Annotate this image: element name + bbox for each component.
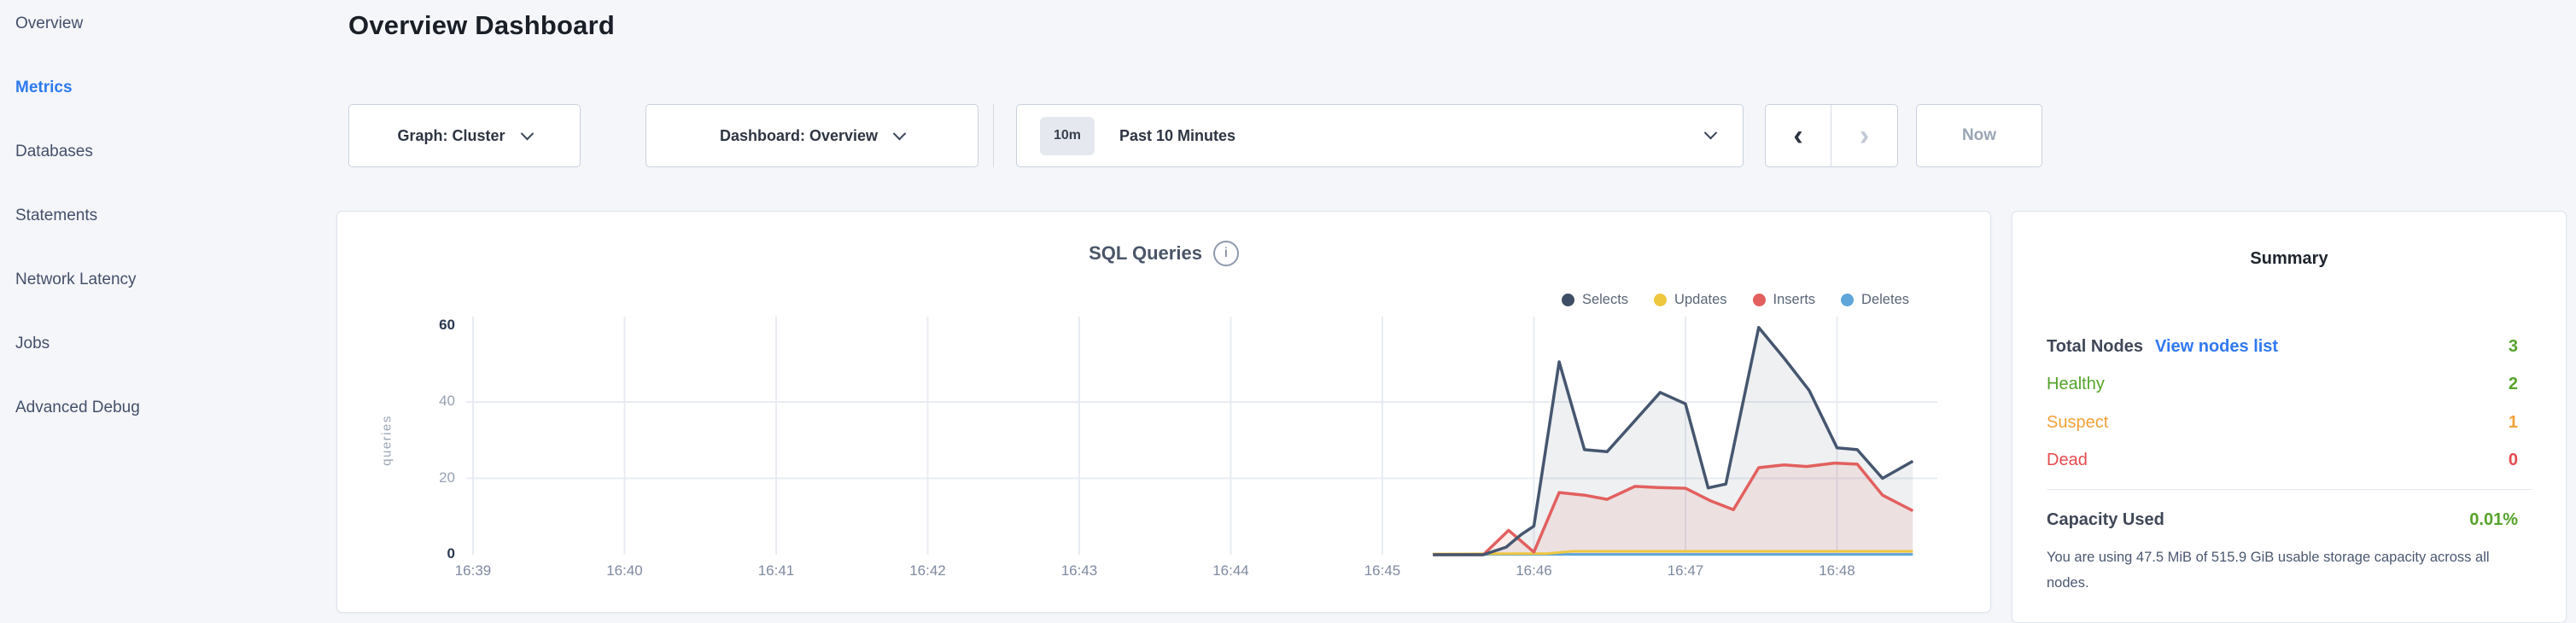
x-tick-16-48: 16:48: [1819, 562, 1855, 579]
sidebar-nav-list: Overview Metrics Databases Statements Networ…: [0, 0, 336, 440]
x-tick-16-46: 16:46: [1516, 562, 1552, 579]
legend-dot-icon: [1841, 294, 1855, 306]
sql-queries-chart-card: SQL Queries i Selects Updates Inserts Delet…: [336, 211, 1991, 613]
chevron-down-icon: [520, 126, 534, 140]
legend-item-selects[interactable]: Selects: [1561, 292, 1629, 308]
legend-item-deletes[interactable]: Deletes: [1841, 292, 1909, 308]
time-range-dropdown[interactable]: 10m Past 10 Minutes: [1016, 104, 1744, 167]
time-prev-button[interactable]: ‹: [1766, 105, 1831, 166]
page-title: Overview Dashboard: [348, 10, 615, 40]
x-tick-16-44: 16:44: [1212, 562, 1249, 579]
summary-title: Summary: [2250, 249, 2328, 268]
legend-item-updates[interactable]: Updates: [1654, 292, 1727, 308]
summary-row-label: Suspect: [2047, 412, 2109, 432]
dashboard-dropdown[interactable]: Dashboard: Overview: [645, 104, 978, 167]
legend-label: Updates: [1674, 292, 1727, 307]
graph-scope-dropdown[interactable]: Graph: Cluster: [348, 104, 581, 167]
now-button[interactable]: Now: [1916, 104, 2042, 167]
sidebar-item-label: Databases: [15, 142, 93, 160]
capacity-used-label: Capacity Used: [2047, 510, 2164, 529]
chevron-down-icon: [1703, 125, 1718, 140]
series-line-inserts: [1433, 461, 1914, 556]
view-nodes-list-link[interactable]: View nodes list: [2154, 336, 2279, 356]
series-area-inserts: [1433, 463, 1913, 555]
sidebar-item-jobs[interactable]: Jobs: [0, 312, 336, 376]
sidebar-item-databases[interactable]: Databases: [0, 119, 336, 183]
capacity-used-value: 0.01%: [2469, 510, 2518, 529]
summary-row-value: 0: [2508, 451, 2518, 470]
legend-dot-icon: [1561, 294, 1574, 306]
sidebar-item-metrics[interactable]: Metrics: [0, 55, 336, 119]
y-tick-20: 20: [439, 469, 455, 486]
y-tick-40: 40: [439, 393, 455, 409]
summary-divider: [2047, 489, 2532, 490]
chevron-down-icon: [892, 126, 907, 140]
summary-row-value: 2: [2508, 375, 2518, 394]
capacity-used-row: Capacity Used 0.01%: [2047, 510, 2518, 530]
time-range-label: Past 10 Minutes: [1119, 126, 1236, 144]
summary-node-rows: Total Nodes View nodes list 3 Healthy 2 Suspe…: [2047, 328, 2518, 480]
series-line-selects: [1433, 325, 1914, 556]
sidebar-item-label: Jobs: [15, 334, 50, 352]
chart-legend: Selects Updates Inserts Deletes: [1561, 292, 1909, 308]
time-range-badge: 10m: [1040, 116, 1095, 155]
summary-row-dead: Dead 0: [2047, 442, 2518, 480]
x-tick-16-42: 16:42: [909, 562, 946, 579]
legend-dot-icon: [1654, 294, 1668, 306]
summary-row-suspect: Suspect 1: [2047, 404, 2518, 442]
legend-label: Deletes: [1861, 292, 1909, 307]
sidebar-item-label: Network Latency: [15, 270, 137, 288]
legend-label: Selects: [1581, 292, 1629, 307]
sidebar-item-overview[interactable]: Overview: [0, 0, 336, 55]
time-next-button[interactable]: ›: [1831, 105, 1897, 166]
y-tick-0: 0: [447, 545, 455, 562]
sidebar-item-advanced-debug[interactable]: Advanced Debug: [0, 376, 336, 440]
chevron-right-icon: ›: [1859, 119, 1870, 152]
summary-row-label: Healthy: [2047, 375, 2105, 394]
controls-divider: [993, 104, 994, 167]
sidebar-item-label: Statements: [15, 206, 98, 224]
sql-queries-plot[interactable]: [466, 313, 1937, 581]
legend-dot-icon: [1752, 294, 1766, 306]
summary-row-label: Total Nodes: [2047, 336, 2143, 356]
summary-row-label: Dead: [2047, 451, 2088, 470]
info-icon[interactable]: i: [1212, 241, 1239, 266]
sidebar-item-label: Advanced Debug: [15, 398, 140, 416]
dashboard-dropdown-label: Dashboard: Overview: [719, 126, 879, 144]
x-tick-16-40: 16:40: [606, 562, 643, 579]
x-tick-16-39: 16:39: [454, 562, 492, 579]
summary-row-value: 3: [2508, 336, 2518, 356]
x-tick-16-43: 16:43: [1060, 562, 1098, 579]
sidebar-item-network-latency[interactable]: Network Latency: [0, 247, 336, 312]
summary-card: Summary Total Nodes View nodes list 3 Healt…: [2012, 211, 2567, 623]
series-area-selects: [1433, 327, 1913, 555]
sidebar-item-label: Metrics: [15, 78, 73, 96]
chart-title: SQL Queries: [1089, 242, 1202, 264]
summary-row-value: 1: [2508, 412, 2518, 432]
sidebar: Overview Metrics Databases Statements Networ…: [0, 0, 336, 623]
x-tick-16-47: 16:47: [1667, 562, 1704, 579]
x-tick-16-41: 16:41: [757, 562, 795, 579]
legend-label: Inserts: [1773, 292, 1816, 307]
y-axis-label: queries: [379, 415, 394, 466]
chevron-left-icon: ‹: [1793, 119, 1803, 152]
y-tick-60: 60: [439, 316, 455, 333]
sidebar-item-statements[interactable]: Statements: [0, 183, 336, 247]
graph-scope-dropdown-label: Graph: Cluster: [397, 126, 505, 144]
sidebar-item-label: Overview: [15, 14, 84, 32]
summary-row-total-nodes: Total Nodes View nodes list 3: [2047, 328, 2518, 366]
time-pager: ‹ ›: [1765, 104, 1898, 167]
capacity-description: You are using 47.5 MiB of 515.9 GiB usab…: [2047, 550, 2490, 591]
now-button-label: Now: [1961, 126, 1997, 144]
summary-row-healthy: Healthy 2: [2047, 366, 2518, 405]
x-tick-16-45: 16:45: [1364, 562, 1401, 579]
legend-item-inserts[interactable]: Inserts: [1752, 292, 1816, 308]
